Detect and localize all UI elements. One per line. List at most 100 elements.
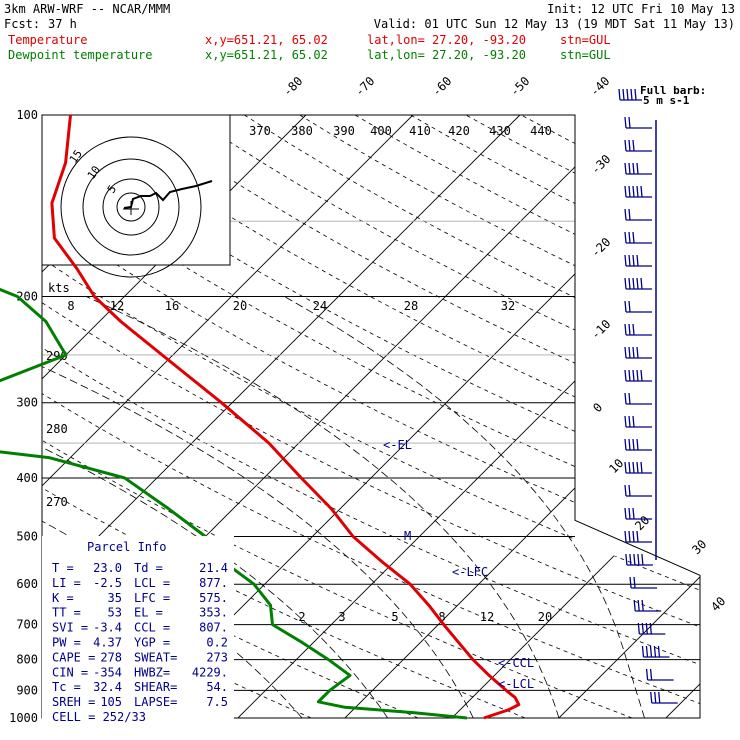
wind-barb-flag — [628, 300, 631, 313]
wind-barb-flag — [653, 645, 657, 658]
barb-key-title: Full barb: — [640, 84, 706, 97]
parcel-value: -3.4 — [93, 621, 122, 635]
parcel-label: LAPSE= — [134, 695, 177, 709]
parcel-value: 0.2 — [206, 636, 228, 650]
parcel-info-title: Parcel Info — [87, 540, 166, 554]
wind-barb-flag — [633, 553, 636, 566]
wind-barb-flag — [632, 369, 635, 382]
ccl-marker: <-CCL — [498, 656, 534, 670]
temperature-xy: x,y=651.21, 65.02 — [205, 33, 328, 47]
isotherm-label: 10 — [606, 456, 626, 476]
wind-barb-flag — [628, 415, 631, 428]
speed-scale-label: 8 — [67, 299, 74, 313]
pressure-label: 500 — [16, 529, 38, 543]
dry-adiabat — [42, 115, 419, 718]
wind-barb-flag — [628, 277, 631, 290]
isotherm-label: -70 — [352, 74, 377, 99]
theta-label: 430 — [489, 124, 511, 138]
wind-barb-flag — [624, 461, 627, 474]
wind-barb-flag — [628, 369, 631, 382]
isotherm-label: 0 — [590, 400, 605, 415]
parcel-value: -354 — [93, 665, 122, 679]
parcel-value: 54. — [206, 680, 228, 694]
temperature-legend: Temperature — [8, 33, 87, 47]
wind-barb-flag — [624, 346, 627, 359]
theta-label: 410 — [409, 124, 431, 138]
isotherm-label: 20 — [632, 513, 652, 533]
parcel-value: 7.5 — [206, 695, 228, 709]
wind-barb-flag — [645, 645, 649, 658]
dry-adiabat — [354, 115, 700, 718]
wind-barb-flag — [640, 185, 643, 198]
parcel-value: -2.5 — [93, 576, 122, 590]
init-time: Init: 12 UTC Fri 10 May 13 — [547, 2, 735, 16]
parcel-label: CIN = — [52, 665, 88, 679]
isotherm-label: -80 — [280, 74, 305, 99]
speed-scale-label: 24 — [313, 299, 327, 313]
wind-barb-flag — [628, 392, 631, 405]
wind-barb-flag — [636, 369, 639, 382]
moist-adiabat — [284, 296, 645, 718]
pressure-label: 600 — [16, 577, 38, 591]
wind-barb-flag — [628, 254, 631, 267]
wind-barb-flag — [645, 668, 649, 681]
wind-barb-flag — [624, 277, 627, 290]
parcel-label: YGP = — [134, 636, 170, 650]
wind-barb-flag — [628, 461, 631, 474]
wind-barb-flag — [649, 645, 653, 658]
wind-barb-flag — [629, 576, 632, 589]
theta-label: 370 — [249, 124, 271, 138]
pressure-label: 1000 — [9, 711, 38, 725]
isotherm — [237, 115, 700, 718]
parcel-label: Td = — [134, 561, 163, 575]
parcel-label: LCL = — [134, 576, 170, 590]
wind-barb-flag — [632, 254, 635, 267]
isotherm-label: -10 — [588, 317, 613, 342]
moist-adiabat — [42, 296, 474, 718]
parcel-value: 35 — [108, 591, 122, 605]
parcel-value: 353. — [199, 606, 228, 620]
wind-barb-flag — [624, 323, 627, 336]
wind-barb-flag — [650, 691, 653, 704]
wind-barb-flag — [628, 323, 631, 336]
parcel-label: K = — [52, 591, 74, 605]
wind-barb-flag — [624, 231, 627, 244]
mixing-ratio-label: 2 — [298, 610, 305, 624]
isotherm-label: -30 — [588, 152, 613, 177]
isotherm — [42, 115, 521, 718]
wind-barb-flag — [632, 530, 635, 543]
wind-barb-flag — [632, 231, 635, 244]
el-marker: <-EL — [383, 438, 412, 452]
hodograph-ring — [116, 192, 146, 222]
parcel-label: T = — [52, 561, 74, 575]
pressure-label: 300 — [16, 396, 38, 410]
parcel-label: CAPE = — [52, 650, 95, 664]
wind-barb-flag — [637, 622, 640, 635]
parcel-label: Tc = — [52, 680, 81, 694]
isotherm-label: -60 — [429, 74, 454, 99]
parcel-label: SWEAT= — [134, 650, 177, 664]
barb-key-flag — [626, 88, 629, 101]
kts-label: kts — [48, 281, 70, 295]
wind-barb-flag — [624, 162, 627, 175]
hodograph-trace — [123, 180, 213, 209]
wind-barb-flag — [632, 438, 635, 451]
wind-barb-flag — [641, 645, 645, 658]
parcel-value: 877. — [199, 576, 228, 590]
theta-label: 400 — [370, 124, 392, 138]
temperature-latlon: lat,lon= 27.20, -93.20 — [367, 33, 526, 47]
parcel-label: SHEAR= — [134, 680, 177, 694]
theta-label: 440 — [530, 124, 552, 138]
mixing-ratio-label: 12 — [480, 610, 494, 624]
pressure-label: 700 — [16, 618, 38, 632]
wind-barb-flag — [649, 668, 653, 681]
wind-barb-flag — [640, 369, 643, 382]
m-marker: M — [404, 529, 411, 543]
dewpoint-xy: x,y=651.21, 65.02 — [205, 48, 328, 62]
parcel-value: 273 — [206, 650, 228, 664]
wind-barb-flag — [633, 599, 636, 612]
parcel-label: PW = — [52, 636, 81, 650]
temperature-line — [50, 114, 521, 720]
parcel-value: 53 — [108, 606, 122, 620]
